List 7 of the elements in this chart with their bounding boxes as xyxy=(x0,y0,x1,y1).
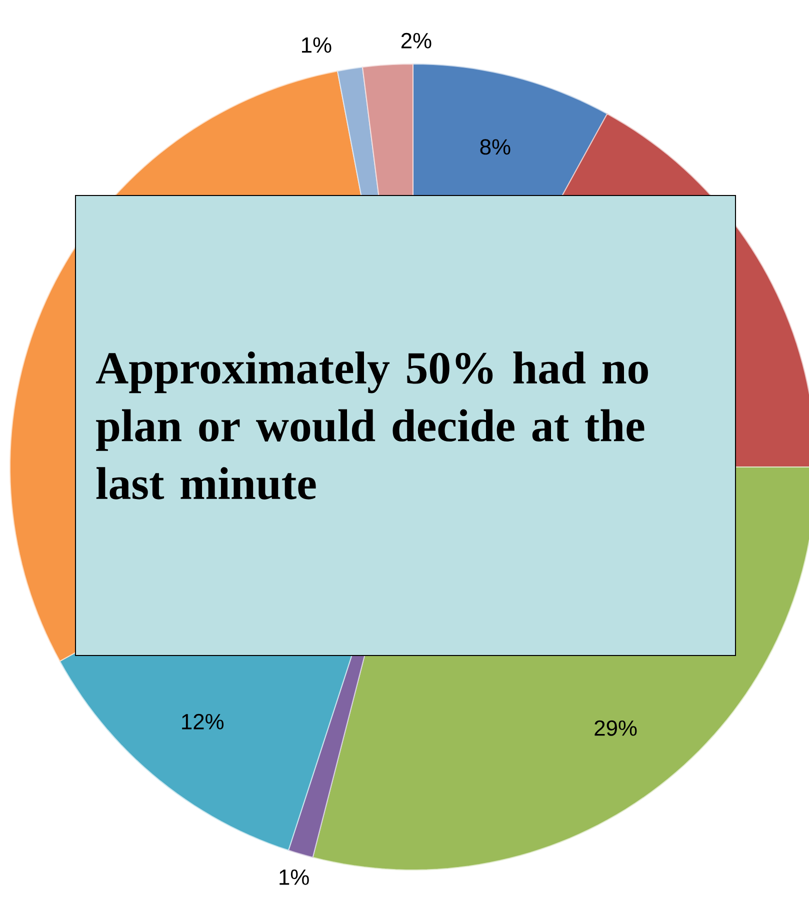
text: Approximately 50% had no plan or would decide at the last minute xyxy=(96,352,648,500)
data-label: 1% xyxy=(302,37,332,53)
data-label: 1% xyxy=(280,870,309,885)
data-label: 12% xyxy=(182,714,224,730)
data-label: 8% xyxy=(480,139,510,155)
data-label: 2% xyxy=(401,32,432,48)
data-label: 29% xyxy=(594,720,637,736)
